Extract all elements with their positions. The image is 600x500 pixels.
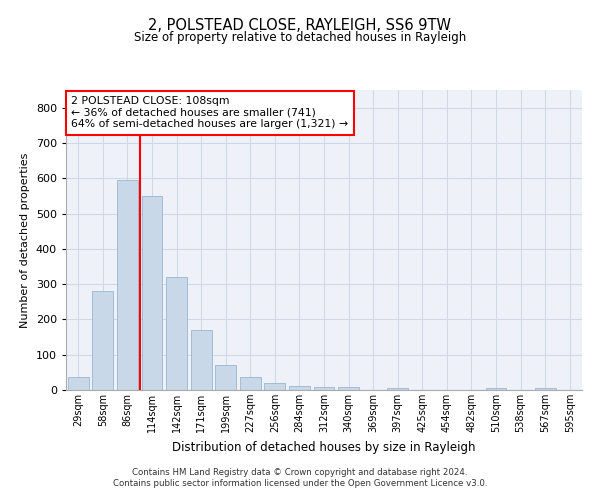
Bar xyxy=(485,388,506,390)
Bar xyxy=(166,277,187,390)
Bar xyxy=(314,387,334,390)
Bar xyxy=(338,387,359,390)
Text: 2, POLSTEAD CLOSE, RAYLEIGH, SS6 9TW: 2, POLSTEAD CLOSE, RAYLEIGH, SS6 9TW xyxy=(149,18,452,32)
Text: 2 POLSTEAD CLOSE: 108sqm
← 36% of detached houses are smaller (741)
64% of semi-: 2 POLSTEAD CLOSE: 108sqm ← 36% of detach… xyxy=(71,96,348,129)
Bar xyxy=(191,330,212,390)
Bar xyxy=(265,383,286,390)
Bar xyxy=(117,180,138,390)
Bar xyxy=(215,366,236,390)
Bar xyxy=(68,376,89,390)
Bar xyxy=(387,388,408,390)
X-axis label: Distribution of detached houses by size in Rayleigh: Distribution of detached houses by size … xyxy=(172,440,476,454)
Bar xyxy=(240,376,261,390)
Bar xyxy=(289,386,310,390)
Bar xyxy=(92,291,113,390)
Y-axis label: Number of detached properties: Number of detached properties xyxy=(20,152,30,328)
Bar xyxy=(142,196,163,390)
Bar xyxy=(535,388,556,390)
Text: Contains HM Land Registry data © Crown copyright and database right 2024.
Contai: Contains HM Land Registry data © Crown c… xyxy=(113,468,487,487)
Text: Size of property relative to detached houses in Rayleigh: Size of property relative to detached ho… xyxy=(134,31,466,44)
